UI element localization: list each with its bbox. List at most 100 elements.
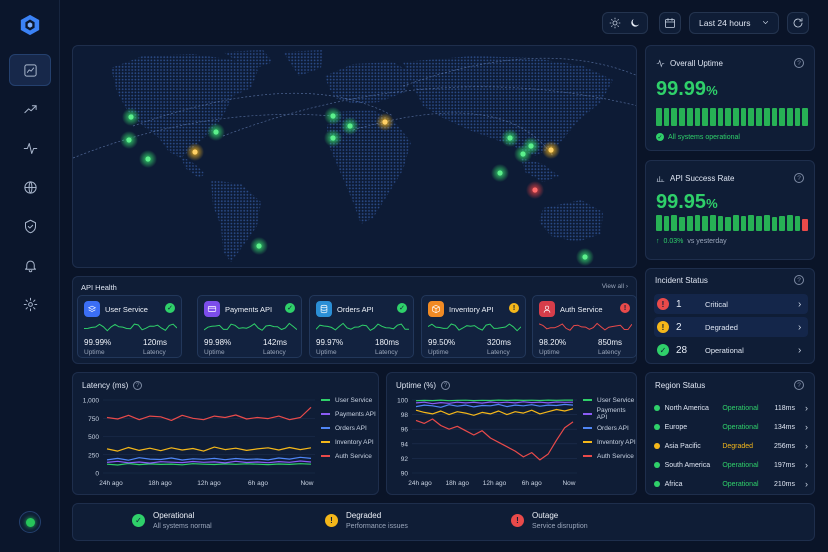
service-uptime: 99.99% bbox=[84, 338, 112, 347]
legend-label: Orders API bbox=[597, 424, 629, 432]
incident-status-title: Incident Status bbox=[655, 276, 708, 285]
chevron-right-icon: › bbox=[798, 298, 802, 310]
series-line-3 bbox=[106, 446, 312, 452]
region-row[interactable]: Africa Operational 210ms › bbox=[654, 477, 808, 491]
legend-item[interactable]: Payments API bbox=[321, 407, 376, 421]
time-range-select[interactable]: Last 24 hours bbox=[689, 12, 779, 34]
incident-row-operational[interactable]: ✓ 28 Operational › bbox=[654, 340, 808, 360]
incident-label: Operational bbox=[705, 345, 744, 355]
api-card[interactable]: User Service ✓ 99.99% 120ms Uptime Latency bbox=[77, 295, 182, 358]
help-icon[interactable]: ? bbox=[794, 173, 804, 183]
nav-settings[interactable] bbox=[9, 288, 51, 320]
legend-item[interactable]: Orders API bbox=[321, 421, 376, 435]
nav-global[interactable] bbox=[9, 171, 51, 203]
legend-item[interactable]: Inventory API bbox=[583, 435, 636, 449]
nav-alerts[interactable] bbox=[9, 249, 51, 281]
help-icon[interactable]: ? bbox=[441, 381, 451, 390]
x-tick-label: 18h ago bbox=[148, 480, 172, 487]
y-tick-label: 1,000 bbox=[83, 398, 100, 405]
incident-row-critical[interactable]: ! 1 Critical › bbox=[654, 294, 808, 314]
incident-label: Degraded bbox=[705, 322, 738, 332]
help-icon[interactable]: ? bbox=[794, 58, 804, 68]
legend-operational: ✓ Operational All systems normal bbox=[132, 511, 212, 530]
incident-row-degraded[interactable]: ! 2 Degraded › bbox=[654, 317, 808, 337]
help-icon[interactable]: ? bbox=[794, 380, 804, 390]
layers-icon bbox=[87, 305, 97, 312]
success-bar bbox=[694, 215, 701, 231]
legend-label: User Service bbox=[597, 396, 635, 404]
legend-item[interactable]: Auth Service bbox=[321, 449, 376, 463]
refresh-button[interactable] bbox=[787, 12, 809, 34]
success-bar bbox=[756, 216, 762, 231]
latency-label: Latency bbox=[375, 349, 398, 356]
latency-label: Latency bbox=[263, 349, 286, 356]
api-card[interactable]: Inventory API! 99.50% 320ms Uptime Latency bbox=[421, 295, 526, 358]
region-status: Operational bbox=[722, 461, 759, 469]
legend-item[interactable]: Payments API bbox=[583, 407, 636, 421]
api-card[interactable]: Auth Service! 98.20% 850ms Uptime Latency bbox=[532, 295, 637, 358]
success-bar bbox=[763, 215, 770, 231]
legend-label: Payments API bbox=[596, 407, 626, 421]
status-dot bbox=[654, 481, 660, 487]
success-delta-label: vs yesterday bbox=[687, 238, 727, 245]
service-latency: 180ms bbox=[375, 338, 400, 347]
legend-item[interactable]: User Service bbox=[583, 393, 636, 407]
api-success-card: API Success Rate ? 99.95% ↑ 0.03% vs yes… bbox=[645, 160, 815, 260]
success-bar bbox=[802, 219, 809, 231]
sparkline bbox=[428, 323, 521, 332]
legend-label: Operational bbox=[153, 511, 195, 520]
uptime-bars bbox=[656, 108, 809, 126]
legend-item[interactable]: Orders API bbox=[583, 421, 636, 435]
region-latency: 118ms bbox=[774, 404, 795, 412]
legend-label: Inventory API bbox=[597, 438, 636, 446]
service-uptime: 99.97% bbox=[316, 338, 344, 347]
overall-uptime-card: Overall Uptime ? 99.99% ✓ All systems op… bbox=[645, 45, 815, 151]
region-row[interactable]: Europe Operational 134ms › bbox=[654, 420, 808, 434]
nav-activity[interactable] bbox=[9, 132, 51, 164]
legend-desc: All systems normal bbox=[153, 523, 212, 530]
status-dot bbox=[654, 443, 660, 449]
uptime-chart-panel: Uptime (%)? 100 98 96 94 92 90 24h ago 18h ago 1… bbox=[386, 372, 637, 495]
success-bar bbox=[686, 216, 693, 231]
api-card[interactable]: Payments API ✓ 99.98% 142ms Uptime Latency bbox=[197, 295, 302, 358]
check-circle-icon: ✓ bbox=[397, 303, 407, 313]
help-icon[interactable]: ? bbox=[794, 275, 804, 285]
nav-dashboard[interactable] bbox=[9, 54, 51, 86]
system-status-indicator[interactable] bbox=[19, 511, 41, 533]
x-tick-label: 18h ago bbox=[446, 480, 470, 487]
legend-item[interactable]: Auth Service bbox=[583, 449, 636, 463]
theme-toggle[interactable] bbox=[602, 12, 648, 34]
service-badge bbox=[204, 301, 220, 317]
overall-uptime-label: Overall Uptime bbox=[670, 59, 723, 68]
uptime-status-text: All systems operational bbox=[668, 133, 740, 141]
x-tick-label: Now bbox=[562, 480, 575, 487]
status-legend-bar bbox=[72, 503, 815, 541]
legend-item[interactable]: Inventory API bbox=[321, 435, 376, 449]
series-line-2 bbox=[415, 403, 574, 408]
region-row[interactable]: North America Operational 118ms › bbox=[654, 401, 808, 415]
success-bar bbox=[748, 215, 755, 231]
help-icon[interactable]: ? bbox=[133, 381, 143, 390]
alert-circle-icon: ! bbox=[325, 514, 338, 527]
api-card[interactable]: Orders API ✓ 99.97% 180ms Uptime Latency bbox=[309, 295, 414, 358]
check-circle-icon: ✓ bbox=[656, 133, 664, 141]
api-health-title: API Health bbox=[81, 283, 117, 292]
legend-item[interactable]: User Service bbox=[321, 393, 376, 407]
legend-label: User Service bbox=[335, 396, 373, 404]
nav-security[interactable] bbox=[9, 210, 51, 242]
success-bar bbox=[717, 216, 724, 231]
uptime-label: Uptime bbox=[84, 349, 105, 356]
nav-analytics[interactable] bbox=[9, 93, 51, 125]
calendar-button[interactable] bbox=[659, 12, 681, 34]
uptime-label: Uptime bbox=[428, 349, 449, 356]
region-row[interactable]: South America Operational 197ms › bbox=[654, 458, 808, 472]
x-tick-label: 24h ago bbox=[408, 480, 432, 487]
region-row[interactable]: Asia Pacific Degraded 256ms › bbox=[654, 439, 808, 453]
series-line-1 bbox=[106, 460, 312, 464]
series-line-4 bbox=[106, 406, 312, 422]
x-tick-label: Now bbox=[300, 480, 313, 487]
view-all-link[interactable]: View all › bbox=[601, 283, 628, 290]
uptime-legend: User Service Payments API Orders API Invent… bbox=[583, 393, 636, 463]
service-uptime: 99.98% bbox=[204, 338, 232, 347]
world-map[interactable] bbox=[72, 45, 637, 268]
